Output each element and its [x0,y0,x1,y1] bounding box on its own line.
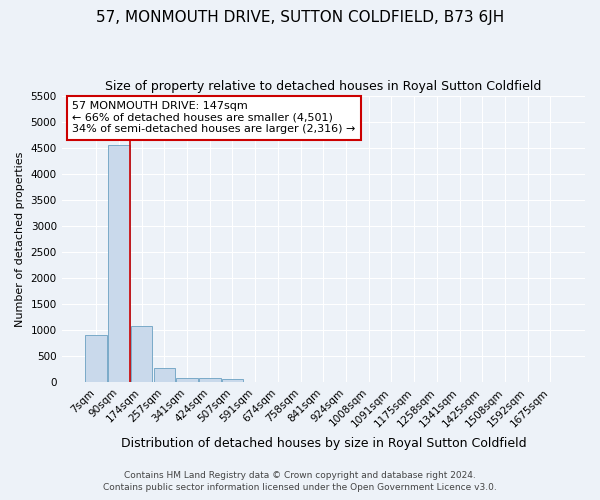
Bar [222,380,243,382]
Y-axis label: Number of detached properties: Number of detached properties [15,151,25,326]
Bar [131,326,152,382]
Text: Contains HM Land Registry data © Crown copyright and database right 2024.
Contai: Contains HM Land Registry data © Crown c… [103,471,497,492]
Bar [85,336,107,382]
Bar [108,145,130,382]
X-axis label: Distribution of detached houses by size in Royal Sutton Coldfield: Distribution of detached houses by size … [121,437,526,450]
Bar [154,368,175,382]
Bar [199,378,221,382]
Bar [176,378,198,382]
Title: Size of property relative to detached houses in Royal Sutton Coldfield: Size of property relative to detached ho… [105,80,542,93]
Text: 57, MONMOUTH DRIVE, SUTTON COLDFIELD, B73 6JH: 57, MONMOUTH DRIVE, SUTTON COLDFIELD, B7… [96,10,504,25]
Text: 57 MONMOUTH DRIVE: 147sqm
← 66% of detached houses are smaller (4,501)
34% of se: 57 MONMOUTH DRIVE: 147sqm ← 66% of detac… [72,102,356,134]
